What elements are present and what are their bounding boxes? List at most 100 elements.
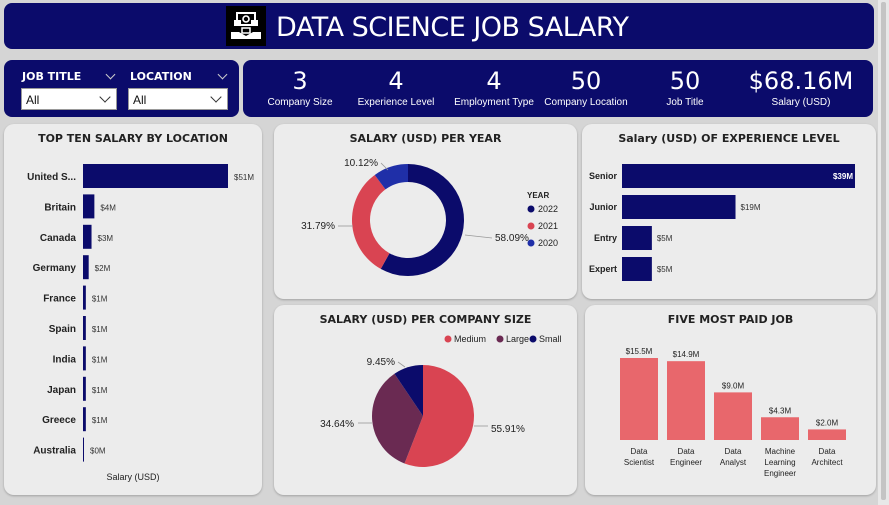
data-label: 34.64% [320, 419, 354, 430]
page-title: DATA SCIENCE JOB SALARY [276, 12, 629, 43]
category-label: Britain [44, 202, 76, 213]
data-label: $9.0M [722, 381, 745, 390]
chevron-down-icon[interactable] [105, 69, 116, 80]
data-label: 58.09% [495, 233, 529, 244]
scrollbar-thumb[interactable] [881, 2, 886, 500]
leader-line [464, 234, 493, 239]
bar[interactable] [622, 164, 855, 188]
money-hand-icon [226, 6, 266, 46]
category-label: Senior [589, 171, 618, 181]
bar[interactable] [761, 417, 799, 440]
category-label: Engineer [764, 469, 796, 478]
kpi-strip: 3 Company Size 4 Experience Level 4 Empl… [243, 60, 873, 117]
data-label: $1M [92, 355, 108, 364]
bar[interactable] [83, 407, 86, 432]
legend-item[interactable]: 2022 [538, 204, 558, 214]
category-label: Australia [33, 446, 76, 457]
location-salary-card[interactable]: TOP TEN SALARY BY LOCATION United S... $5… [4, 124, 262, 495]
chart-title: FIVE MOST PAID JOB [667, 313, 794, 326]
bar[interactable] [83, 255, 89, 280]
category-label: Data [678, 447, 695, 456]
category-label: Data [725, 447, 742, 456]
chevron-down-icon [210, 91, 222, 103]
bar[interactable] [83, 224, 92, 249]
header-banner: DATA SCIENCE JOB SALARY [4, 3, 874, 49]
legend-item[interactable]: Large [506, 334, 529, 344]
chart-title: Salary (USD) OF EXPERIENCE LEVEL [618, 132, 840, 145]
pie-slice[interactable] [404, 365, 474, 467]
category-label: Data [819, 447, 836, 456]
chart-title: TOP TEN SALARY BY LOCATION [38, 132, 228, 145]
legend-marker [527, 205, 535, 213]
legend-item[interactable]: Medium [454, 334, 486, 344]
bar[interactable] [83, 376, 86, 401]
chart-title: SALARY (USD) PER YEAR [349, 132, 502, 145]
experience-level-card[interactable]: Salary (USD) OF EXPERIENCE LEVEL Senior $… [582, 124, 876, 299]
bar[interactable] [83, 285, 86, 310]
bar[interactable] [667, 361, 705, 440]
legend-marker [527, 222, 535, 230]
category-label: Architect [811, 458, 843, 467]
donut-slice[interactable] [352, 174, 390, 269]
top-jobs-card[interactable]: FIVE MOST PAID JOB $15.5M Data Scientist $1… [585, 305, 876, 495]
bar[interactable] [622, 257, 652, 281]
bar[interactable] [83, 194, 95, 219]
data-label: 31.79% [301, 221, 335, 232]
category-label: Entry [594, 233, 617, 243]
bar[interactable] [622, 226, 652, 250]
vertical-scrollbar[interactable] [878, 0, 889, 505]
legend-item[interactable]: 2021 [538, 221, 558, 231]
data-label: 9.45% [367, 357, 395, 368]
pie-slice[interactable] [372, 373, 423, 464]
bar[interactable] [83, 164, 228, 188]
location-dropdown[interactable]: All [128, 88, 228, 110]
kpi-label: Employment Type [454, 97, 534, 108]
bar[interactable] [83, 346, 86, 371]
bar[interactable] [83, 316, 86, 340]
category-label: Data [631, 447, 648, 456]
data-label: $0M [90, 447, 106, 456]
legend-item[interactable]: 2020 [538, 238, 558, 248]
bar[interactable] [622, 195, 736, 219]
bar[interactable] [808, 429, 846, 440]
bar[interactable] [620, 358, 658, 440]
category-label: Greece [42, 415, 76, 426]
legend-item[interactable]: Small [539, 334, 562, 344]
slicer-panel: JOB TITLE All LOCATION All [4, 60, 239, 117]
kpi-experience-level: 4 Experience Level [351, 60, 441, 117]
donut-slice[interactable] [374, 164, 408, 190]
company-size-card[interactable]: SALARY (USD) PER COMPANY SIZE 55.91% 34.6… [274, 305, 577, 495]
bar[interactable] [83, 437, 84, 462]
chevron-down-icon [99, 91, 111, 103]
category-label: Germany [33, 263, 77, 274]
category-label: Canada [40, 233, 77, 244]
salary-per-year-card[interactable]: SALARY (USD) PER YEAR 58.09% 31.79% 10.12%… [274, 124, 577, 299]
kpi-label: Company Location [544, 97, 628, 108]
data-label: 55.91% [491, 424, 525, 435]
data-label: 10.12% [344, 158, 378, 169]
bar[interactable] [714, 392, 752, 440]
data-label: $51M [234, 173, 254, 182]
chevron-down-icon[interactable] [217, 69, 228, 80]
category-label: United S... [27, 172, 76, 183]
data-label: $5M [657, 234, 673, 243]
kpi-label: Job Title [666, 97, 704, 108]
category-label: Expert [589, 264, 617, 274]
data-label: $1M [92, 325, 108, 334]
data-label: $1M [92, 416, 108, 425]
category-label: Spain [49, 324, 76, 335]
kpi-company-location: 50 Company Location [541, 60, 631, 117]
job-title-dropdown[interactable]: All [21, 88, 117, 110]
category-label: Scientist [624, 458, 655, 467]
pie-slice[interactable] [394, 365, 423, 416]
kpi-value: 50 [570, 67, 602, 95]
legend-marker [444, 335, 452, 343]
category-label: India [53, 354, 77, 365]
legend-title: YEAR [527, 191, 549, 200]
category-label: Junior [589, 202, 617, 212]
donut-slice[interactable] [380, 164, 464, 276]
kpi-salary: $68.16M Salary (USD) [741, 60, 861, 117]
kpi-value: 4 [486, 67, 502, 95]
data-label: $1M [92, 386, 108, 395]
data-label: $39M [833, 172, 853, 181]
